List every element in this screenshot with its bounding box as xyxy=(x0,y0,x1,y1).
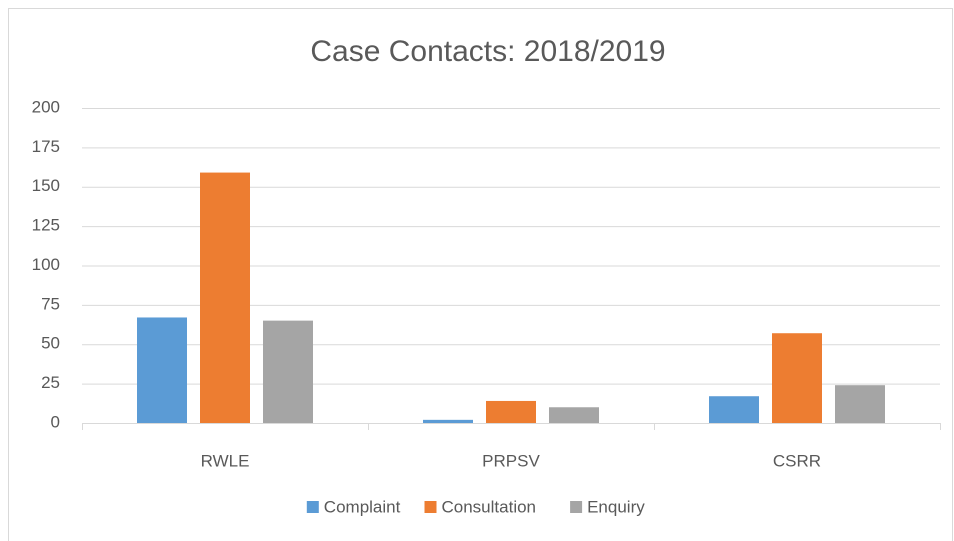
y-tick-label: 0 xyxy=(51,412,60,431)
bar xyxy=(263,320,313,423)
bar xyxy=(549,407,599,423)
legend-swatch xyxy=(424,501,437,513)
y-tick-label: 125 xyxy=(32,216,60,235)
bar xyxy=(423,419,473,423)
legend-label: Complaint xyxy=(324,497,401,516)
y-tick-label: 75 xyxy=(41,294,60,313)
y-tick-label: 150 xyxy=(32,176,60,195)
y-tick-label: 100 xyxy=(32,255,60,274)
bar xyxy=(709,396,759,423)
x-tick-label: PRPSV xyxy=(482,451,540,470)
legend-label: Consultation xyxy=(442,497,537,516)
bar xyxy=(137,317,187,423)
y-tick-label: 200 xyxy=(32,97,60,116)
legend-label: Enquiry xyxy=(587,497,645,516)
y-tick-label: 25 xyxy=(41,373,60,392)
bar xyxy=(200,172,250,423)
legend-swatch xyxy=(570,501,583,513)
x-tick-label: RWLE xyxy=(201,451,250,470)
chart-border xyxy=(8,8,953,541)
bar xyxy=(772,333,822,423)
y-tick-label: 175 xyxy=(32,137,60,156)
y-tick-label: 50 xyxy=(41,334,60,353)
chart-title: Case Contacts: 2018/2019 xyxy=(310,35,665,68)
legend-swatch xyxy=(306,501,319,513)
bar xyxy=(486,400,536,423)
x-tick-label: CSRR xyxy=(773,451,821,470)
bar xyxy=(835,385,885,423)
